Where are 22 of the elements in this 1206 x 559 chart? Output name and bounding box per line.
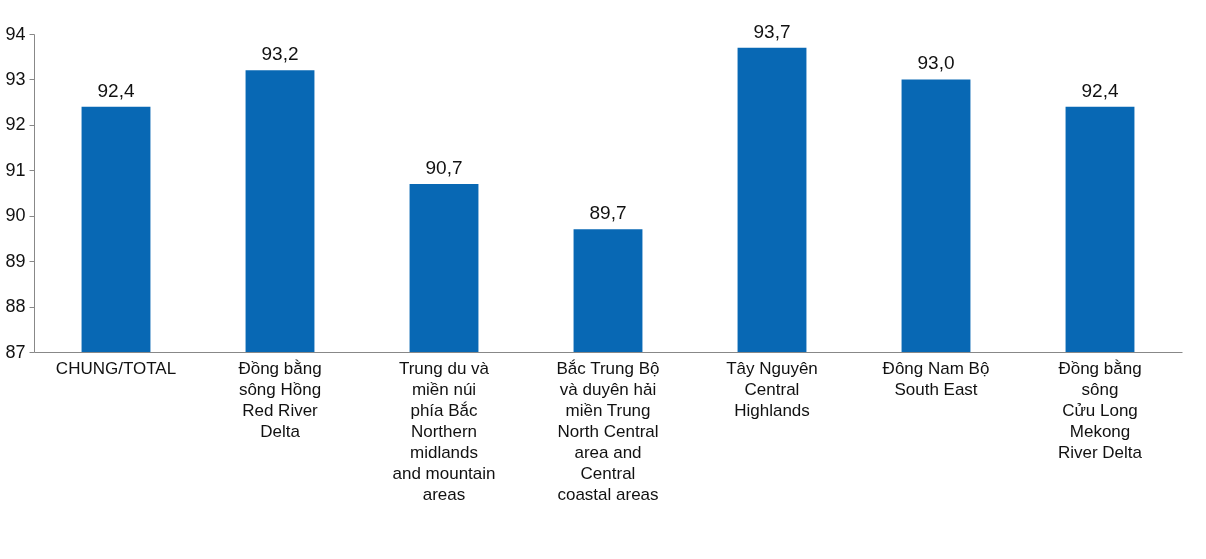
x-tick-label: Tây Nguyên Central Highlands [726,358,818,420]
x-tick-label: Trung du và miền núi phía Bắc Northern midlands and mountain areas [392,358,496,504]
data-label: 93,7 [753,20,791,42]
x-tick-label: CHUNG/TOTAL [55,358,177,378]
data-label: 92,4 [1081,79,1119,101]
x-tick-label: Đông Nam Bộ South East [882,358,990,399]
y-tick-label: 94 [5,23,26,44]
y-tick-label: 88 [5,296,26,317]
data-label: 93,0 [917,52,955,74]
y-tick-label: 93 [5,68,26,89]
data-label: 89,7 [589,202,627,224]
x-tick-label: Bắc Trung Bộ và duyên hải miền Trung North Central area and Central coastal areas [556,358,660,504]
x-tick-label: Đồng bằng sông Cửu Long Mekong River Delta [1057,358,1143,462]
y-tick-label: 89 [5,250,26,271]
y-tick-label: 90 [5,205,26,226]
data-label: 90,7 [425,156,463,178]
data-label: 92,4 [97,79,135,101]
x-tick-label: Đồng bằng sông Hồng Red River Delta [238,358,322,441]
data-label: 93,2 [261,43,299,65]
y-tick-label: 87 [5,341,26,362]
y-tick-label: 91 [5,159,26,180]
y-tick-label: 92 [5,114,26,135]
